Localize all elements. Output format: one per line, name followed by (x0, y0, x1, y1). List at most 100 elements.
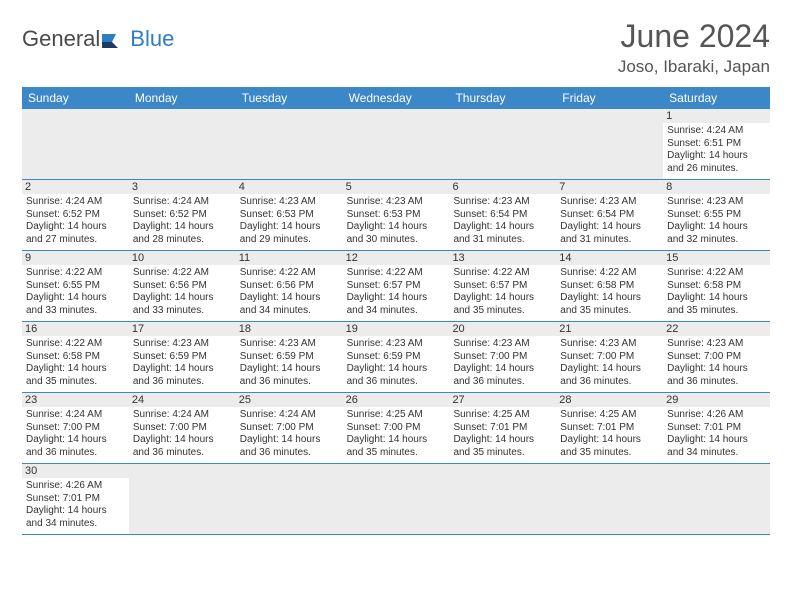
day-cell: 13Sunrise: 4:22 AMSunset: 6:57 PMDayligh… (449, 251, 556, 321)
day-cell: 5Sunrise: 4:23 AMSunset: 6:53 PMDaylight… (343, 180, 450, 250)
day-info: Sunrise: 4:23 AMSunset: 6:54 PMDaylight:… (453, 196, 552, 246)
day-number: 16 (22, 322, 129, 336)
sunrise-line: Sunrise: 4:26 AM (26, 480, 125, 493)
sunrise-line: Sunrise: 4:23 AM (240, 338, 339, 351)
empty-cell (22, 109, 129, 179)
empty-cell (129, 109, 236, 179)
day-cell: 17Sunrise: 4:23 AMSunset: 6:59 PMDayligh… (129, 322, 236, 392)
weekday-header: Monday (129, 87, 236, 109)
day-number: 7 (556, 180, 663, 194)
day-cell: 8Sunrise: 4:23 AMSunset: 6:55 PMDaylight… (663, 180, 770, 250)
day-cell: 18Sunrise: 4:23 AMSunset: 6:59 PMDayligh… (236, 322, 343, 392)
empty-cell (343, 109, 450, 179)
day-cell: 23Sunrise: 4:24 AMSunset: 7:00 PMDayligh… (22, 393, 129, 463)
day-cell: 21Sunrise: 4:23 AMSunset: 7:00 PMDayligh… (556, 322, 663, 392)
day-info: Sunrise: 4:25 AMSunset: 7:00 PMDaylight:… (347, 409, 446, 459)
day-info: Sunrise: 4:24 AMSunset: 7:00 PMDaylight:… (133, 409, 232, 459)
daylight-line: Daylight: 14 hours and 31 minutes. (560, 221, 659, 246)
day-number: 20 (449, 322, 556, 336)
sunset-line: Sunset: 7:00 PM (133, 422, 232, 435)
daylight-line: Daylight: 14 hours and 36 minutes. (240, 363, 339, 388)
day-number: 11 (236, 251, 343, 265)
daylight-line: Daylight: 14 hours and 32 minutes. (667, 221, 766, 246)
daylight-line: Daylight: 14 hours and 36 minutes. (667, 363, 766, 388)
daylight-line: Daylight: 14 hours and 35 minutes. (560, 292, 659, 317)
empty-cell (663, 464, 770, 534)
day-cell: 29Sunrise: 4:26 AMSunset: 7:01 PMDayligh… (663, 393, 770, 463)
day-cell: 22Sunrise: 4:23 AMSunset: 7:00 PMDayligh… (663, 322, 770, 392)
sunset-line: Sunset: 6:52 PM (133, 209, 232, 222)
day-info: Sunrise: 4:26 AMSunset: 7:01 PMDaylight:… (26, 480, 125, 530)
daylight-line: Daylight: 14 hours and 36 minutes. (453, 363, 552, 388)
day-number: 23 (22, 393, 129, 407)
daylight-line: Daylight: 14 hours and 35 minutes. (26, 363, 125, 388)
sunset-line: Sunset: 7:00 PM (26, 422, 125, 435)
sunset-line: Sunset: 6:53 PM (240, 209, 339, 222)
sunrise-line: Sunrise: 4:26 AM (667, 409, 766, 422)
daylight-line: Daylight: 14 hours and 34 minutes. (240, 292, 339, 317)
sunrise-line: Sunrise: 4:22 AM (240, 267, 339, 280)
calendar-row: 2Sunrise: 4:24 AMSunset: 6:52 PMDaylight… (22, 180, 770, 251)
day-info: Sunrise: 4:23 AMSunset: 7:00 PMDaylight:… (453, 338, 552, 388)
weekday-header: Friday (556, 87, 663, 109)
empty-cell (449, 464, 556, 534)
day-info: Sunrise: 4:24 AMSunset: 6:52 PMDaylight:… (133, 196, 232, 246)
daylight-line: Daylight: 14 hours and 34 minutes. (26, 505, 125, 530)
day-cell: 19Sunrise: 4:23 AMSunset: 6:59 PMDayligh… (343, 322, 450, 392)
sunrise-line: Sunrise: 4:22 AM (560, 267, 659, 280)
day-info: Sunrise: 4:22 AMSunset: 6:57 PMDaylight:… (347, 267, 446, 317)
sunrise-line: Sunrise: 4:22 AM (26, 338, 125, 351)
sunset-line: Sunset: 6:58 PM (560, 280, 659, 293)
day-info: Sunrise: 4:23 AMSunset: 6:53 PMDaylight:… (240, 196, 339, 246)
sunrise-line: Sunrise: 4:23 AM (347, 196, 446, 209)
day-cell: 3 Sunrise: 4:24 AMSunset: 6:52 PMDaylight… (129, 180, 236, 250)
day-cell: 1Sunrise: 4:24 AMSunset: 6:51 PMDaylight… (663, 109, 770, 179)
calendar-row: 23Sunrise: 4:24 AMSunset: 7:00 PMDayligh… (22, 393, 770, 464)
sunrise-line: Sunrise: 4:25 AM (347, 409, 446, 422)
daylight-line: Daylight: 14 hours and 34 minutes. (667, 434, 766, 459)
location-label: Joso, Ibaraki, Japan (618, 57, 770, 77)
sunset-line: Sunset: 6:52 PM (26, 209, 125, 222)
sunrise-line: Sunrise: 4:24 AM (133, 409, 232, 422)
sunrise-line: Sunrise: 4:23 AM (133, 338, 232, 351)
sunrise-line: Sunrise: 4:25 AM (560, 409, 659, 422)
day-cell: 26 Sunrise: 4:25 AMSunset: 7:00 PMDayligh… (343, 393, 450, 463)
day-info: Sunrise: 4:23 AMSunset: 7:00 PMDaylight:… (560, 338, 659, 388)
day-cell: 11 Sunrise: 4:22 AMSunset: 6:56 PMDayligh… (236, 251, 343, 321)
calendar-row: 1Sunrise: 4:24 AMSunset: 6:51 PMDaylight… (22, 109, 770, 180)
sunrise-line: Sunrise: 4:23 AM (347, 338, 446, 351)
daylight-line: Daylight: 14 hours and 36 minutes. (133, 363, 232, 388)
sunset-line: Sunset: 7:01 PM (560, 422, 659, 435)
daylight-line: Daylight: 14 hours and 31 minutes. (453, 221, 552, 246)
day-number: 26 (343, 393, 450, 407)
weekday-header: Tuesday (236, 87, 343, 109)
sunrise-line: Sunrise: 4:23 AM (453, 196, 552, 209)
empty-cell (449, 109, 556, 179)
sunrise-line: Sunrise: 4:25 AM (453, 409, 552, 422)
daylight-line: Daylight: 14 hours and 33 minutes. (133, 292, 232, 317)
sunrise-line: Sunrise: 4:22 AM (347, 267, 446, 280)
daylight-line: Daylight: 14 hours and 29 minutes. (240, 221, 339, 246)
day-info: Sunrise: 4:22 AMSunset: 6:56 PMDaylight:… (133, 267, 232, 317)
sunrise-line: Sunrise: 4:24 AM (667, 125, 766, 138)
empty-cell (556, 109, 663, 179)
day-info: Sunrise: 4:24 AMSunset: 7:00 PMDaylight:… (240, 409, 339, 459)
day-info: Sunrise: 4:22 AMSunset: 6:56 PMDaylight:… (240, 267, 339, 317)
sunrise-line: Sunrise: 4:23 AM (667, 196, 766, 209)
day-number: 14 (556, 251, 663, 265)
day-number: 9 (22, 251, 129, 265)
day-number: 3 (129, 180, 236, 194)
day-cell: 27Sunrise: 4:25 AMSunset: 7:01 PMDayligh… (449, 393, 556, 463)
day-cell: 4Sunrise: 4:23 AMSunset: 6:53 PMDaylight… (236, 180, 343, 250)
day-number: 25 (236, 393, 343, 407)
day-number: 22 (663, 322, 770, 336)
sunset-line: Sunset: 6:55 PM (26, 280, 125, 293)
sunrise-line: Sunrise: 4:23 AM (453, 338, 552, 351)
day-info: Sunrise: 4:22 AMSunset: 6:58 PMDaylight:… (26, 338, 125, 388)
brand-text-1: General (22, 26, 100, 52)
daylight-line: Daylight: 14 hours and 35 minutes. (347, 434, 446, 459)
daylight-line: Daylight: 14 hours and 36 minutes. (560, 363, 659, 388)
day-info: Sunrise: 4:22 AMSunset: 6:57 PMDaylight:… (453, 267, 552, 317)
day-cell: 14 Sunrise: 4:22 AMSunset: 6:58 PMDayligh… (556, 251, 663, 321)
daylight-line: Daylight: 14 hours and 36 minutes. (240, 434, 339, 459)
